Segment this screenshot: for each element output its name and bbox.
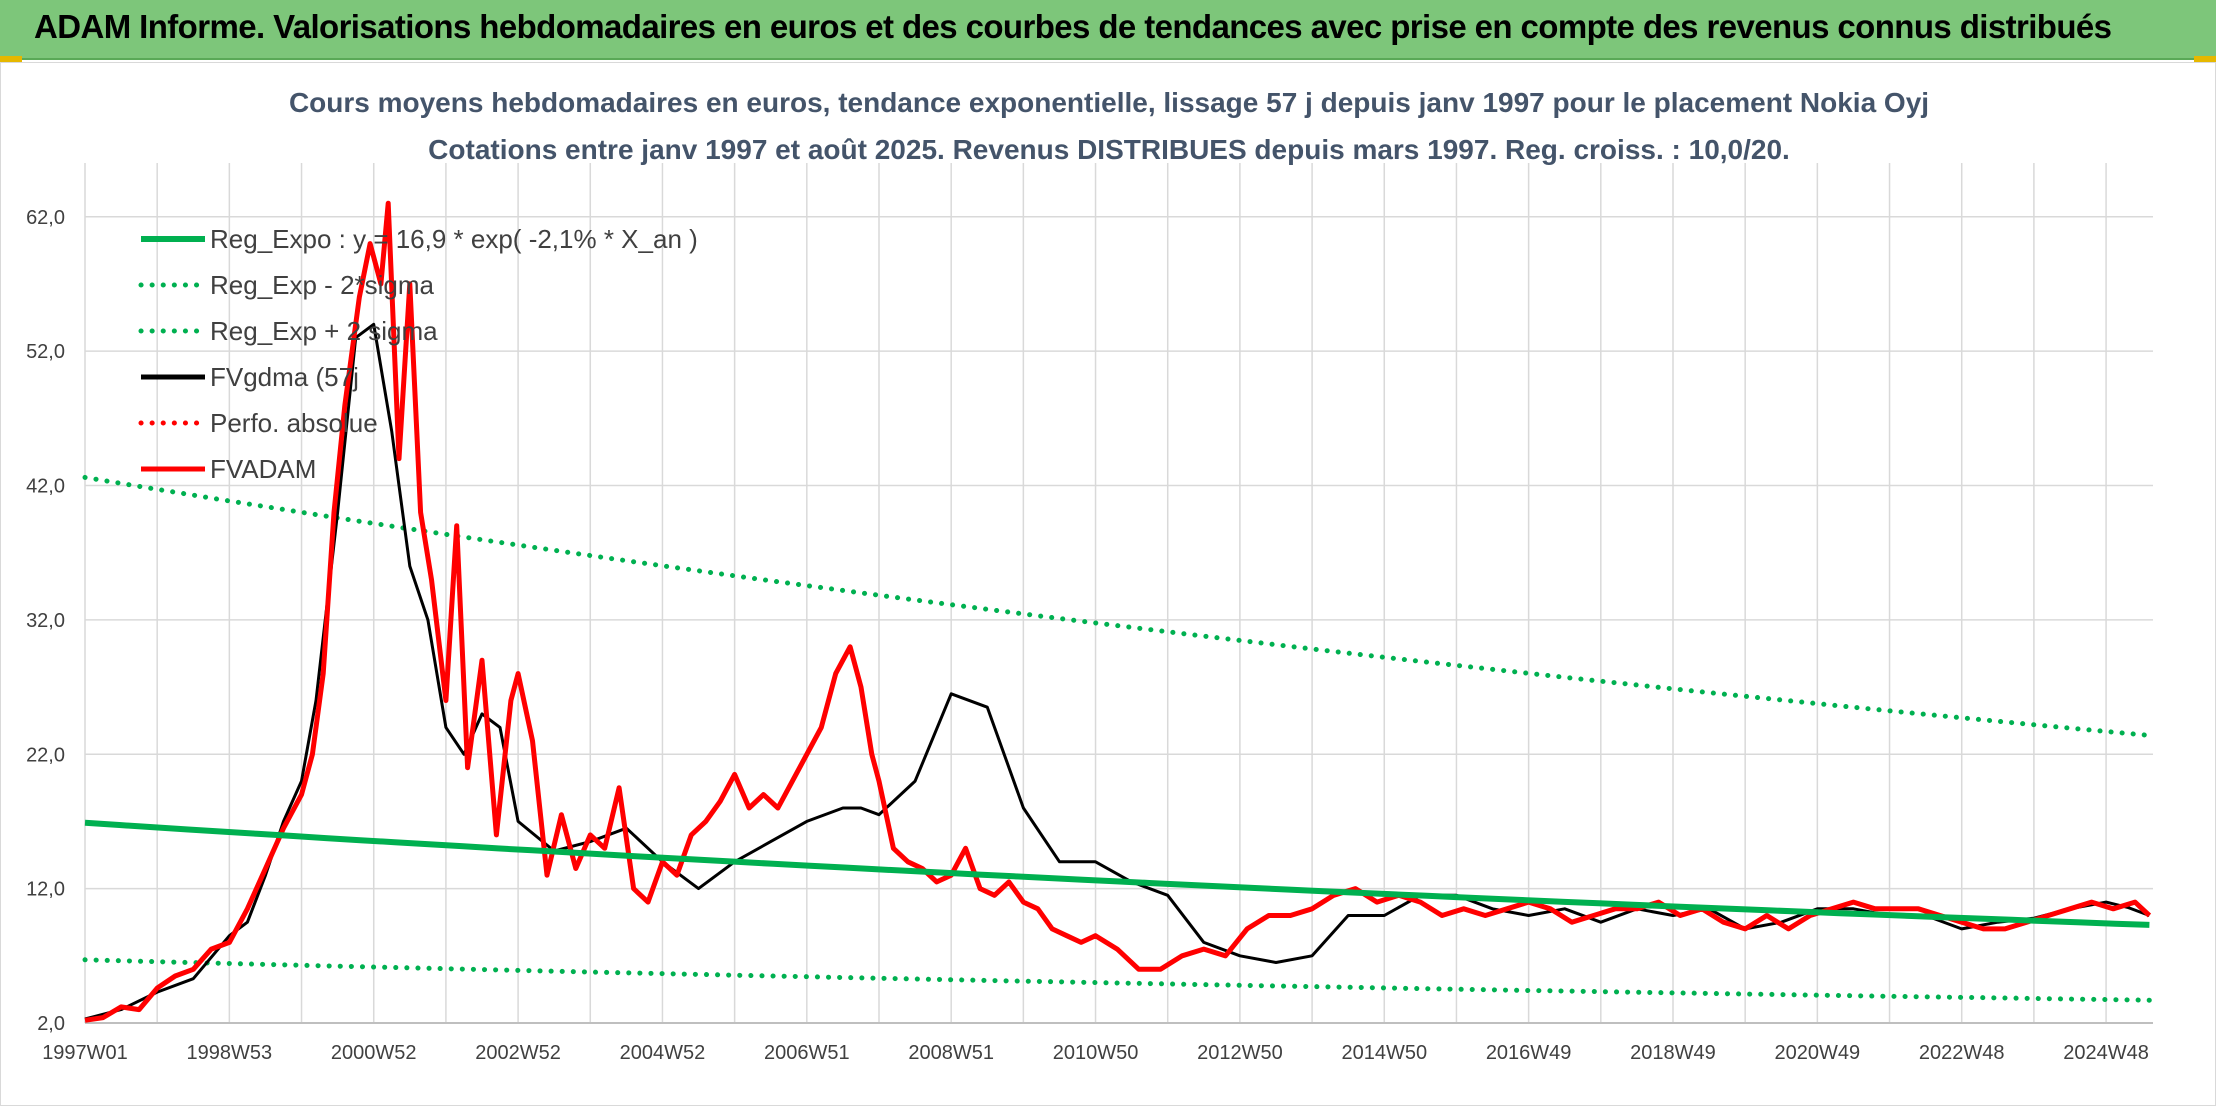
x-tick-label: 2014W50 bbox=[1341, 1042, 1427, 1064]
x-tick-label: 2020W49 bbox=[1775, 1042, 1861, 1064]
y-tick-label: 52,0 bbox=[26, 341, 65, 363]
legend-label: Reg_Exp + 2 sigma bbox=[210, 316, 438, 346]
legend-label: Reg_Exp - 2*sigma bbox=[210, 270, 435, 300]
series-reg-exp-plus-2sigma bbox=[82, 474, 2152, 738]
series-reg-expo bbox=[84, 819, 2150, 928]
chart-title-line-1: Cours moyens hebdomadaires en euros, ten… bbox=[289, 87, 1929, 118]
series-lines bbox=[82, 200, 2152, 1023]
x-tick-label: 2022W48 bbox=[1919, 1042, 2005, 1064]
legend-label: Reg_Expo : y = 16,9 * exp( -2,1% * X_an … bbox=[210, 224, 698, 254]
legend-label: Perfo. absolue bbox=[210, 408, 378, 438]
y-tick-label: 32,0 bbox=[26, 610, 65, 632]
corner-marker-right bbox=[2194, 56, 2216, 62]
series-fvadam bbox=[84, 200, 2152, 1023]
x-tick-label: 2016W49 bbox=[1486, 1042, 1572, 1064]
grid-lines bbox=[84, 163, 2153, 1024]
legend: Reg_Expo : y = 16,9 * exp( -2,1% * X_an … bbox=[138, 224, 698, 484]
legend-item-fvadam: FVADAM bbox=[141, 454, 316, 484]
chart-area: Cours moyens hebdomadaires en euros, ten… bbox=[0, 62, 2216, 1106]
y-axis-ticks: 2,0 12,0 22,0 32,0 42,0 52,0 62,0 bbox=[26, 207, 65, 1035]
report-title: ADAM Informe. Valorisations hebdomadaire… bbox=[34, 8, 2112, 45]
y-tick-label: 42,0 bbox=[26, 476, 65, 498]
legend-label: FVgdma (57j bbox=[210, 362, 359, 392]
x-tick-label: 2006W51 bbox=[764, 1042, 850, 1064]
report-banner: ADAM Informe. Valorisations hebdomadaire… bbox=[0, 0, 2216, 60]
y-tick-label: 22,0 bbox=[26, 744, 65, 766]
x-tick-label: 1997W01 bbox=[42, 1042, 128, 1064]
x-tick-label: 2018W49 bbox=[1630, 1042, 1716, 1064]
x-tick-label: 2000W52 bbox=[331, 1042, 417, 1064]
x-tick-label: 2002W52 bbox=[475, 1042, 561, 1064]
x-tick-label: 2008W51 bbox=[908, 1042, 994, 1064]
y-tick-label: 2,0 bbox=[37, 1013, 65, 1035]
legend-label: FVADAM bbox=[210, 454, 316, 484]
legend-item-reg-exp-minus: Reg_Exp - 2*sigma bbox=[138, 270, 435, 300]
corner-marker-left bbox=[0, 56, 22, 62]
y-tick-label: 62,0 bbox=[26, 207, 65, 229]
line-chart: Cours moyens hebdomadaires en euros, ten… bbox=[26, 87, 2153, 1064]
chart-title-line-2: Cotations entre janv 1997 et août 2025. … bbox=[428, 134, 1790, 165]
legend-item-reg-exp-plus: Reg_Exp + 2 sigma bbox=[138, 316, 438, 346]
legend-item-fvgdma: FVgdma (57j bbox=[141, 362, 359, 392]
legend-item-reg-expo: Reg_Expo : y = 16,9 * exp( -2,1% * X_an … bbox=[141, 224, 698, 254]
x-tick-label: 2010W50 bbox=[1053, 1042, 1139, 1064]
series-reg-exp-minus-2sigma bbox=[82, 957, 2152, 1003]
y-tick-label: 12,0 bbox=[26, 879, 65, 901]
x-tick-label: 2004W52 bbox=[620, 1042, 706, 1064]
x-tick-label: 2012W50 bbox=[1197, 1042, 1283, 1064]
chart-title: Cours moyens hebdomadaires en euros, ten… bbox=[289, 87, 1929, 165]
x-axis-ticks: 1997W01 1998W53 2000W52 2002W52 2004W52 2006W… bbox=[42, 1042, 2149, 1064]
legend-item-perfo: Perfo. absolue bbox=[138, 408, 378, 438]
x-tick-label: 2024W48 bbox=[2063, 1042, 2149, 1064]
x-tick-label: 1998W53 bbox=[187, 1042, 273, 1064]
